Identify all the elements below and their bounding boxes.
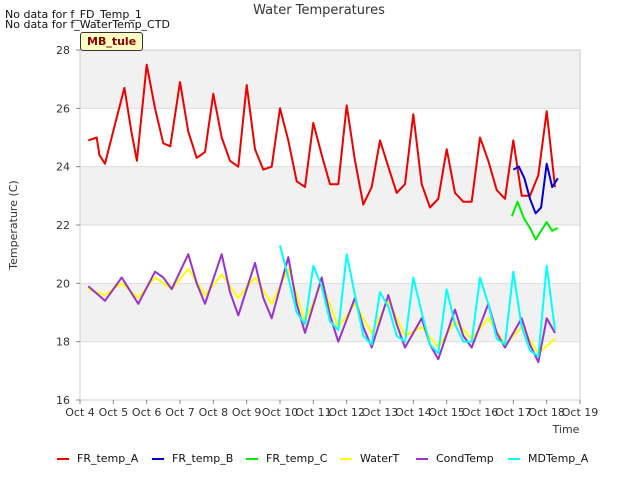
x-tick-label: Oct 14: [395, 406, 432, 419]
x-tick-label: Oct 19: [562, 406, 599, 419]
series-line-fr-temp-c: [510, 200, 559, 241]
grid-band: [80, 225, 580, 284]
x-tick-label: Oct 5: [99, 406, 129, 419]
y-tick-label: 24: [56, 161, 70, 174]
x-tick-label: Oct 12: [328, 406, 365, 419]
legend-item-fr-temp-c: FR_temp_C: [246, 452, 327, 465]
y-axis-ticks: 16 18 20 22 24 26 28: [56, 44, 80, 407]
x-tick-label: Oct 13: [362, 406, 399, 419]
legend-swatch: [416, 457, 428, 460]
y-axis-label: Temperature (C): [7, 180, 20, 270]
legend-swatch: [246, 457, 258, 460]
x-tick-label: Oct 11: [295, 406, 332, 419]
grid-band: [80, 50, 580, 109]
x-tick-label: Oct 16: [462, 406, 499, 419]
y-tick-label: 18: [56, 336, 70, 349]
x-tick-label: Oct 6: [132, 406, 162, 419]
x-tick-label: Oct 17: [495, 406, 532, 419]
legend-item-watert: WaterT: [340, 452, 399, 465]
series-line-fr-temp-b: [512, 162, 559, 215]
legend-label: WaterT: [360, 452, 400, 465]
chart-title: Water Temperatures: [253, 3, 385, 18]
legend-item-fr-temp-a: FR_temp_A: [57, 452, 138, 465]
y-tick-label: 16: [56, 394, 70, 407]
no-data-notice-1: No data for f_FD_Temp_1: [5, 8, 142, 21]
y-tick-label: 20: [56, 277, 70, 290]
legend-label: FR_temp_B: [172, 452, 234, 465]
series-layer: [87, 63, 559, 364]
y-tick-label: 22: [56, 219, 70, 232]
x-tick-label: Oct 15: [428, 406, 465, 419]
grid-band: [80, 108, 580, 167]
legend-label: FR_temp_C: [266, 452, 328, 465]
no-data-notice-2: No data for f_WaterTemp_CTD: [5, 18, 170, 31]
y-tick-label: 26: [56, 102, 70, 115]
series-line-fr-temp-a: [87, 63, 556, 209]
legend-item-mdtemp-a: MDTemp_A: [508, 452, 588, 465]
y-tick-label: 28: [56, 44, 70, 57]
x-tick-label: Oct 9: [232, 406, 262, 419]
legend-label: FR_temp_A: [77, 452, 139, 465]
x-tick-label: Oct 7: [165, 406, 195, 419]
x-axis-ticks: Oct 4 Oct 5 Oct 6 Oct 7 Oct 8 Oct 9 Oct 10Oct …: [65, 400, 598, 419]
x-tick-label: Oct 10: [262, 406, 299, 419]
legend-swatch: [508, 457, 520, 460]
legend-item-fr-temp-b: FR_temp_B: [152, 452, 233, 465]
legend-swatch: [152, 457, 164, 460]
x-tick-label: Oct 4: [65, 406, 95, 419]
grid-band: [80, 166, 580, 225]
x-tick-label: Oct 18: [528, 406, 565, 419]
legend-label: MDTemp_A: [528, 452, 589, 465]
x-axis-label: Time: [552, 423, 580, 436]
legend-item-condtemp: CondTemp: [416, 452, 494, 465]
site-badge: MB_tule: [80, 32, 144, 51]
x-tick-label: Oct 8: [199, 406, 229, 419]
grid-band: [80, 341, 580, 400]
legend-label: CondTemp: [436, 452, 494, 465]
chart-legend: FR_temp_A FR_temp_B FR_temp_C WaterT CondTem…: [0, 452, 640, 470]
series-line-mdtemp-a: [279, 245, 556, 358]
legend-swatch: [340, 457, 352, 460]
legend-swatch: [57, 457, 69, 460]
